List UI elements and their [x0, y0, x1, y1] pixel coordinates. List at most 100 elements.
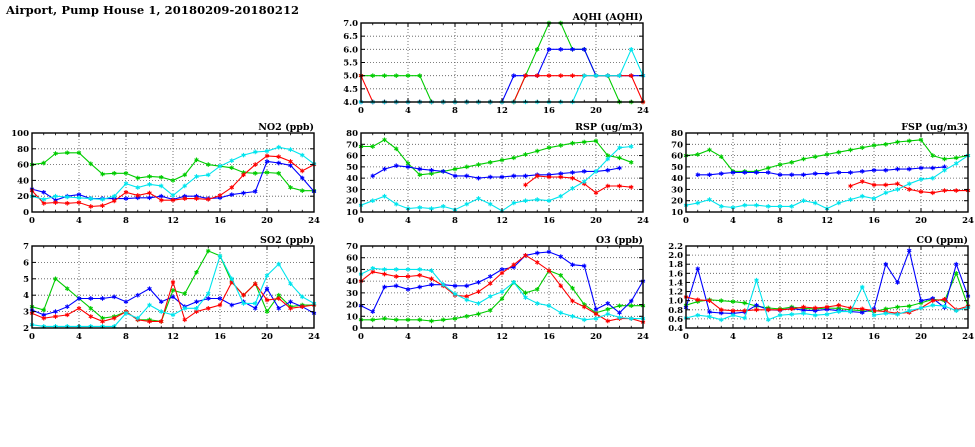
y-tick-label: 20	[346, 301, 358, 311]
series-cyan	[358, 265, 646, 323]
x-tick-label: 20	[261, 216, 273, 226]
y-tick-label: 1.0	[668, 297, 683, 307]
x-tick-label: 8	[452, 332, 458, 342]
x-tick-label: 12	[496, 332, 508, 342]
panel-title: NO2 (ppb)	[258, 122, 314, 133]
x-tick-label: 8	[452, 216, 458, 226]
x-tick-label: 12	[496, 106, 508, 116]
y-tick-label: 80	[17, 145, 29, 155]
x-tick-label: 0	[29, 332, 35, 342]
y-tick-label: 70	[671, 140, 683, 150]
y-tick-label: 40	[346, 174, 358, 184]
y-tick-label: 0	[23, 208, 29, 218]
y-tick-label: 7	[23, 242, 29, 252]
x-tick-label: 0	[358, 216, 364, 226]
y-tick-label: 4.0	[343, 98, 358, 108]
panel-title: RSP (ug/m3)	[575, 122, 643, 133]
y-tick-label: 6	[23, 258, 29, 268]
y-tick-label: 60	[346, 152, 358, 162]
y-tick-label: 40	[17, 176, 29, 186]
x-tick-label: 0	[358, 332, 364, 342]
y-tick-label: 4	[23, 291, 29, 301]
x-tick-label: 0	[683, 332, 689, 342]
x-tick-label: 20	[590, 216, 602, 226]
y-tick-label: 10	[346, 208, 358, 218]
x-tick-label: 0	[29, 216, 35, 226]
x-tick-label: 4	[405, 332, 411, 342]
x-tick-label: 0	[358, 106, 364, 116]
panel-so2: 0 4 8 12 16 20 24 2 3 4 5 6 7 SO2 (ppb)	[2, 233, 320, 346]
x-tick-label: 16	[543, 216, 555, 226]
x-tick-label: 20	[590, 106, 602, 116]
x-tick-label: 24	[637, 106, 649, 116]
y-tick-label: 1.6	[668, 269, 683, 279]
x-tick-label: 24	[962, 332, 974, 342]
y-tick-label: 2.0	[668, 251, 683, 261]
y-tick-label: 3	[23, 308, 29, 318]
x-tick-label: 24	[637, 332, 649, 342]
y-tick-label: 40	[671, 174, 683, 184]
x-tick-label: 16	[543, 332, 555, 342]
x-tick-label: 4	[405, 106, 411, 116]
x-tick-label: 16	[868, 332, 880, 342]
y-tick-label: 7.0	[343, 19, 358, 29]
y-tick-label: 2.2	[668, 242, 683, 252]
y-tick-label: 10	[671, 208, 683, 218]
y-tick-label: 50	[671, 163, 683, 173]
y-tick-label: 20	[17, 192, 29, 202]
panel-rsp: 0 4 8 12 16 20 24 10 20 30 40 50 60 70 80 RSP (ug/m3)	[331, 120, 649, 230]
x-tick-label: 8	[452, 106, 458, 116]
x-tick-label: 0	[683, 216, 689, 226]
panel-o3: 0 4 8 12 16 20 24 0 10 20 30 40 50 60 70 O3 (ppb)	[331, 233, 649, 346]
y-tick-label: 2	[23, 324, 29, 334]
y-tick-label: 1.8	[668, 260, 683, 270]
x-tick-label: 20	[590, 332, 602, 342]
panel-title: O3 (ppb)	[596, 235, 643, 246]
x-tick-label: 12	[496, 216, 508, 226]
x-tick-label: 8	[777, 332, 783, 342]
x-tick-label: 4	[405, 216, 411, 226]
panel-co: 0 4 8 12 16 20 24 0.4 0.6 0.8 1.0 1.2 1.4 1.6 1.8 2.0 2.…	[656, 233, 974, 346]
y-tick-label: 4.5	[343, 85, 358, 95]
x-tick-label: 20	[915, 332, 927, 342]
y-tick-label: 0	[352, 324, 358, 334]
panel-title: SO2 (ppb)	[260, 235, 314, 246]
x-tick-label: 12	[821, 216, 833, 226]
x-tick-label: 24	[308, 216, 320, 226]
x-tick-label: 16	[214, 332, 226, 342]
x-tick-label: 16	[868, 216, 880, 226]
y-tick-label: 10	[346, 312, 358, 322]
y-tick-label: 1.2	[668, 288, 683, 298]
x-tick-label: 12	[167, 216, 179, 226]
x-tick-label: 20	[915, 216, 927, 226]
y-tick-label: 100	[11, 129, 29, 139]
x-tick-label: 8	[123, 332, 129, 342]
y-tick-label: 40	[346, 277, 358, 287]
x-tick-label: 24	[308, 332, 320, 342]
series-cyan	[29, 144, 317, 202]
x-tick-label: 4	[730, 332, 736, 342]
x-tick-label: 8	[777, 216, 783, 226]
panel-title: AQHI (AQHI)	[572, 12, 643, 23]
y-tick-label: 20	[346, 197, 358, 207]
series-cyan	[683, 277, 971, 323]
x-tick-label: 4	[76, 216, 82, 226]
y-tick-label: 50	[346, 163, 358, 173]
series-cyan	[358, 144, 634, 214]
y-tick-label: 70	[346, 140, 358, 150]
series-green	[358, 137, 634, 178]
x-tick-label: 8	[123, 216, 129, 226]
y-tick-label: 60	[17, 161, 29, 171]
y-tick-label: 50	[346, 265, 358, 275]
x-tick-label: 12	[821, 332, 833, 342]
x-tick-label: 24	[637, 216, 649, 226]
page-title: Airport, Pump House 1, 20180209-20180212	[6, 3, 300, 17]
y-tick-label: 30	[346, 289, 358, 299]
y-tick-label: 30	[346, 185, 358, 195]
panel-aqhi: 0 4 8 12 16 20 24 4.0 4.5 5.0 5.5 6.0 6.5 7.0 AQHI (AQ…	[331, 10, 649, 120]
y-tick-label: 0.6	[668, 315, 683, 325]
x-tick-label: 4	[76, 332, 82, 342]
y-tick-label: 6.5	[343, 32, 358, 42]
x-tick-label: 16	[543, 106, 555, 116]
y-tick-label: 5	[23, 275, 29, 285]
